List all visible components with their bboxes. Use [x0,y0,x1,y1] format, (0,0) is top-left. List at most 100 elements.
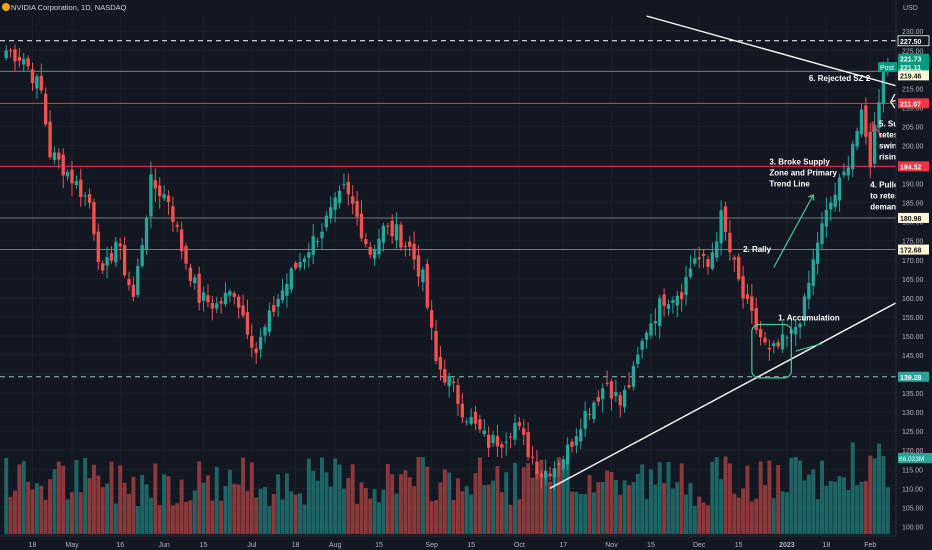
candle-body[interactable] [394,224,399,241]
annotation-text[interactable]: 1. Accumulation [778,314,840,323]
candle-body[interactable] [109,253,114,261]
candle-body[interactable] [175,224,179,227]
candle-body[interactable] [258,337,263,350]
candle-body[interactable] [153,180,157,189]
candle-body[interactable] [745,294,750,300]
candle-body[interactable] [96,231,100,262]
candle-body[interactable] [548,473,552,477]
annotation-text[interactable]: 3. Broke Supply Zone and Primary Trend Lin… [769,158,837,189]
candle-body[interactable] [627,385,631,388]
candle-body[interactable] [276,299,280,307]
candle-body[interactable] [26,58,30,67]
candle-body[interactable] [530,456,535,458]
candle-body[interactable] [171,206,175,222]
candle-body[interactable] [193,277,197,284]
candle-body[interactable] [263,327,267,336]
candle-body[interactable] [728,232,732,253]
candle-body[interactable] [87,194,92,203]
candle-body[interactable] [61,154,65,176]
candle-body[interactable] [491,435,495,443]
annotation-text[interactable]: 6. Rejected SZ 2 [809,74,871,83]
drawings[interactable] [751,93,906,379]
candle-body[interactable] [280,290,285,301]
candle-body[interactable] [500,444,504,448]
candle-body[interactable] [390,220,394,237]
candle-body[interactable] [851,144,855,170]
candle-body[interactable] [605,382,609,384]
candle-body[interactable] [539,473,543,478]
candle-body[interactable] [144,218,149,250]
candle-body[interactable] [456,385,460,404]
candle-body[interactable] [438,356,443,370]
candle-body[interactable] [557,463,561,466]
candle-body[interactable] [574,436,579,446]
candle-body[interactable] [320,231,324,239]
candles[interactable] [4,44,890,490]
candle-body[interactable] [666,304,671,309]
candle-body[interactable] [478,419,482,430]
candle-body[interactable] [289,268,293,290]
candle-body[interactable] [179,229,184,252]
candle-body[interactable] [92,202,96,235]
candle-body[interactable] [504,441,508,443]
candle-body[interactable] [122,245,127,276]
candle-body[interactable] [425,263,429,308]
candle-body[interactable] [315,241,320,243]
candle-body[interactable] [101,263,105,271]
candle-body[interactable] [701,253,706,256]
candle-body[interactable] [79,179,83,197]
candle-body[interactable] [447,376,451,387]
candle-body[interactable] [561,459,565,470]
candle-body[interactable] [443,369,447,383]
candle-body[interactable] [65,172,70,177]
candle-body[interactable] [8,50,13,52]
candle-body[interactable] [451,381,456,383]
candle-body[interactable] [70,169,74,184]
candle-body[interactable] [517,422,522,427]
candle-body[interactable] [324,215,329,228]
candle-body[interactable] [302,258,307,263]
candle-body[interactable] [57,152,61,160]
candle-body[interactable] [522,428,526,435]
candle-body[interactable] [535,461,539,474]
candle-body[interactable] [482,430,486,435]
trend-line[interactable] [549,297,906,489]
candle-body[interactable] [342,184,346,186]
accumulation-box[interactable] [751,323,792,379]
candle-body[interactable] [351,196,355,204]
candle-body[interactable] [399,224,403,248]
candle-body[interactable] [868,131,872,168]
candle-body[interactable] [307,252,311,258]
candle-body[interactable] [741,276,745,299]
candle-body[interactable] [219,301,223,304]
price-axis[interactable]: 100.00 105.00 110.00 115.00 120.00 125.00 130.… [878,0,932,550]
candle-body[interactable] [364,239,368,245]
candle-body[interactable] [684,276,688,295]
candle-body[interactable] [22,58,26,65]
candle-body[interactable] [149,174,153,217]
candle-body[interactable] [807,282,811,300]
candle-body[interactable] [583,411,587,429]
candle-body[interactable] [381,225,386,243]
candle-body[interactable] [881,71,886,105]
candle-body[interactable] [601,388,605,400]
candle-body[interactable] [30,69,35,84]
candle-body[interactable] [294,262,298,269]
candle-body[interactable] [579,429,583,442]
candle-body[interactable] [824,209,829,227]
candle-body[interactable] [622,389,627,408]
time-axis[interactable]: 18 May 16 Jun 15 Jul 18 Aug 15 Sep 15 Oct 17 Nov 15 Dec… [0,535,896,550]
candle-body[interactable] [39,75,43,91]
candle-body[interactable] [434,330,438,361]
candle-body[interactable] [114,241,118,263]
candle-body[interactable] [785,337,789,339]
candle-body[interactable] [794,326,798,335]
candle-body[interactable] [83,195,87,197]
rally-arrow[interactable] [773,194,814,268]
candle-body[interactable] [614,392,618,397]
candle-body[interactable] [544,470,548,479]
candle-body[interactable] [298,261,302,268]
candle-body[interactable] [750,296,754,311]
candle-body[interactable] [763,337,767,343]
candle-body[interactable] [337,190,342,204]
